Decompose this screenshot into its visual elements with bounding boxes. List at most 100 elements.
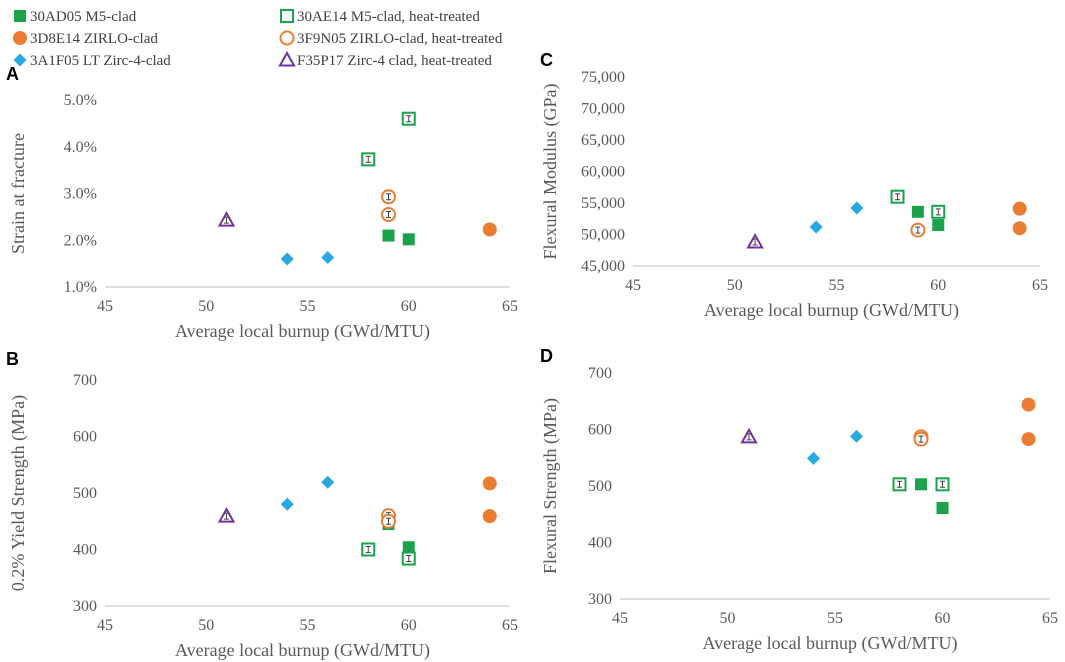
x-tick-label: 55: [300, 298, 316, 315]
x-tick-label: 65: [1042, 610, 1058, 627]
error-bar: [365, 155, 371, 163]
legend-marker-diamond-filled: [13, 53, 27, 67]
data-point: [850, 201, 864, 215]
y-tick-label: 1.0%: [64, 279, 97, 296]
legend-label: 3D8E14 ZIRLO-clad: [30, 31, 158, 47]
legend-label: 30AE14 M5-clad, heat-treated: [297, 9, 480, 25]
y-tick-label: 45,000: [581, 258, 625, 275]
data-point: [1021, 432, 1036, 447]
data-point: [321, 475, 335, 489]
y-tick-label: 600: [73, 429, 97, 446]
y-tick-label: 75,000: [581, 69, 625, 86]
y-tick-label: 500: [588, 478, 612, 495]
x-tick-label: 50: [198, 617, 214, 634]
error-bar: [406, 555, 412, 563]
error-bar: [406, 115, 412, 123]
error-bar: [915, 226, 921, 234]
y-axis-label: Flexural Modulus (GPa): [540, 84, 561, 260]
legend-item: 3A1F05 LT Zirc-4-clad: [13, 53, 171, 69]
x-tick-label: 65: [1032, 277, 1048, 294]
y-tick-label: 5.0%: [64, 92, 97, 109]
y-tick-label: 300: [73, 598, 97, 615]
error-bar: [365, 546, 371, 553]
legend-marker-circle-filled: [13, 31, 27, 45]
panel-label: D: [540, 346, 553, 366]
y-tick-label: 400: [588, 535, 612, 552]
legend-marker-square-filled: [14, 10, 26, 22]
y-axis-label: Flexural Strength (MPa): [540, 398, 561, 574]
legend-label: 3F9N05 ZIRLO-clad, heat-treated: [297, 31, 503, 47]
x-tick-label: 45: [97, 617, 113, 634]
x-axis-label: Average local burnup (GWd/MTU): [702, 633, 957, 654]
data-point: [932, 219, 945, 232]
y-tick-label: 300: [588, 591, 612, 608]
data-point: [911, 205, 924, 218]
y-tick-label: 65,000: [581, 132, 625, 149]
data-point: [1012, 201, 1027, 216]
y-tick-label: 4.0%: [64, 139, 97, 156]
x-tick-label: 65: [502, 298, 518, 315]
x-tick-label: 60: [930, 277, 946, 294]
error-bar: [895, 193, 901, 201]
data-point: [402, 233, 415, 246]
legend-marker-triangle-open: [278, 50, 296, 67]
x-tick-label: 50: [720, 610, 736, 627]
y-tick-label: 600: [588, 422, 612, 439]
legend-item: F35P17 Zirc-4 clad, heat-treated: [278, 50, 492, 69]
y-tick-label: 55,000: [581, 195, 625, 212]
data-point: [482, 222, 497, 237]
data-point: [915, 478, 927, 491]
x-tick-label: 65: [502, 617, 518, 634]
error-bar: [224, 216, 229, 224]
chart-panel-A: A 45 50 55 60 65 1.0% 2.0% 3.0% 4.0% 5.0% Average l…: [6, 64, 518, 342]
error-bar: [752, 238, 758, 246]
data-point: [482, 476, 497, 491]
error-bar: [935, 208, 941, 216]
x-tick-label: 60: [935, 610, 951, 627]
data-point: [402, 541, 415, 554]
data-point: [280, 497, 294, 511]
chart-panel-C: C 45 50 55 60 65 45,000 50,000 55,000 60,000 65,00…: [540, 50, 1048, 321]
x-tick-label: 55: [300, 617, 316, 634]
error-bar: [386, 517, 391, 525]
error-bar: [918, 435, 924, 443]
legend-item: 30AE14 M5-clad, heat-treated: [280, 9, 480, 25]
chart-panel-D: D 45 50 55 60 65 300 400 500 600 700 Average local …: [540, 346, 1058, 654]
y-tick-label: 700: [73, 372, 97, 389]
legend-marker-square-open: [280, 9, 294, 23]
data-point: [936, 502, 949, 515]
y-tick-label: 70,000: [581, 101, 625, 118]
x-axis-label: Average local burnup (GWd/MTU): [704, 300, 959, 321]
error-bar: [386, 211, 391, 219]
data-point: [807, 451, 820, 465]
x-tick-label: 50: [198, 298, 214, 315]
error-bar: [897, 480, 902, 488]
x-axis-label: Average local burnup (GWd/MTU): [175, 321, 430, 342]
y-tick-label: 3.0%: [64, 186, 97, 203]
legend-item: 30AD05 M5-clad: [14, 9, 137, 25]
y-tick-label: 50,000: [581, 227, 625, 244]
data-point: [809, 220, 823, 234]
x-tick-label: 45: [97, 298, 113, 315]
panel-label: A: [6, 64, 19, 84]
x-tick-label: 60: [401, 298, 417, 315]
x-tick-label: 55: [827, 610, 843, 627]
x-tick-label: 45: [625, 277, 641, 294]
panel-label: B: [6, 349, 19, 369]
legend-marker-circle-open: [279, 30, 295, 46]
y-tick-label: 60,000: [581, 164, 625, 181]
error-bar: [386, 193, 391, 201]
data-point: [482, 509, 497, 524]
legend-label: 30AD05 M5-clad: [30, 9, 137, 25]
legend-label: 3A1F05 LT Zirc-4-clad: [30, 53, 171, 69]
chart-panel-B: B 45 50 55 60 65 300 400 500 600 700 Average local …: [6, 349, 518, 661]
x-tick-label: 55: [829, 277, 845, 294]
error-bar: [746, 433, 752, 441]
data-point: [850, 429, 863, 443]
error-bar: [940, 480, 945, 488]
data-point: [321, 251, 335, 265]
data-point: [1021, 397, 1036, 412]
legend-item: 3F9N05 ZIRLO-clad, heat-treated: [279, 30, 503, 47]
y-tick-label: 2.0%: [64, 232, 97, 249]
